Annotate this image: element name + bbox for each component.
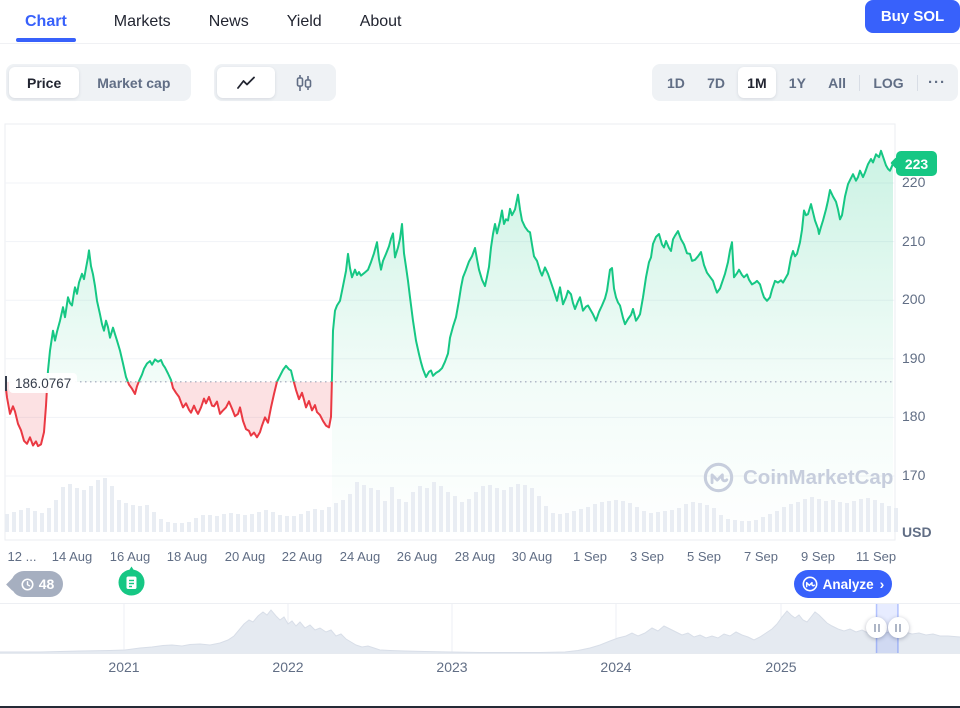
navigator-year-label: 2022	[272, 659, 304, 675]
y-axis-label: 180	[902, 408, 926, 425]
timeframe-1d[interactable]: 1D	[667, 74, 685, 91]
navigator-right-handle[interactable]	[887, 617, 909, 638]
tab-about[interactable]: About	[359, 12, 402, 30]
analyze-button[interactable]: Analyze ›	[794, 570, 892, 598]
section-tabs: Chart Markets News Yield About	[0, 0, 960, 44]
timeframe-selector: 1D 7D 1M 1Y All LOG ···	[652, 64, 958, 101]
x-axis-label: 14 Aug	[51, 549, 93, 564]
x-axis-label: 22 Aug	[281, 549, 323, 564]
x-axis-label: 16 Aug	[109, 549, 151, 564]
x-axis-label: 20 Aug	[224, 549, 266, 564]
divider	[859, 74, 861, 91]
tab-markets[interactable]: Markets	[113, 12, 171, 30]
x-axis-label: 11 Sep	[855, 549, 897, 564]
navigator-year-label: 2023	[436, 659, 468, 675]
current-price-badge: 223	[896, 151, 937, 176]
x-axis-label: 28 Aug	[454, 549, 496, 564]
navigator-year-label: 2024	[600, 659, 632, 675]
y-axis-unit: USD	[902, 524, 932, 540]
metric-marketcap-option[interactable]: Market cap	[97, 74, 171, 91]
candlestick-type-option[interactable]	[275, 67, 333, 98]
timeframe-1m[interactable]: 1M	[738, 67, 776, 98]
history-clock-icon	[21, 577, 34, 591]
x-axis-label: 7 Sep	[744, 549, 778, 564]
timeframe-all[interactable]: All	[828, 74, 846, 91]
chart-type-toggle	[214, 64, 336, 101]
baseline-tick	[5, 376, 7, 391]
baseline-price-label: 186.0767	[9, 373, 78, 393]
x-axis-label: 1 Sep	[573, 549, 607, 564]
navigator-year-label: 2021	[108, 659, 140, 675]
timeframe-7d[interactable]: 7D	[707, 74, 725, 91]
chevron-right-icon: ›	[879, 576, 885, 592]
tab-chart[interactable]: Chart	[16, 12, 76, 42]
line-chart-icon	[237, 76, 255, 89]
more-options-icon[interactable]: ···	[928, 74, 946, 91]
y-axis-label: 170	[902, 467, 926, 483]
x-axis-label: 3 Sep	[630, 549, 664, 564]
timeframe-1y[interactable]: 1Y	[788, 74, 806, 91]
x-axis-label: 26 Aug	[396, 549, 438, 564]
x-axis-label: 18 Aug	[166, 549, 208, 564]
x-axis-label: 24 Aug	[339, 549, 381, 564]
log-scale-toggle[interactable]: LOG	[873, 74, 904, 91]
tab-news[interactable]: News	[208, 12, 249, 30]
x-axis-label: 12 ...	[7, 549, 37, 564]
y-axis-label: 210	[902, 232, 926, 249]
x-axis-label: 5 Sep	[687, 549, 721, 564]
history-count-value: 48	[38, 576, 55, 592]
watermark-text: CoinMarketCap	[743, 465, 894, 489]
divider	[916, 74, 918, 91]
x-axis-label: 9 Sep	[801, 549, 835, 564]
navigator-left-handle[interactable]	[866, 617, 887, 638]
metric-toggle: Price Market cap	[6, 64, 192, 101]
coinmarketcap-watermark: CoinMarketCap	[703, 462, 893, 493]
candlestick-icon	[296, 74, 312, 91]
coinmarketcap-logo-icon	[703, 462, 734, 493]
history-count-badge[interactable]: 48	[11, 571, 63, 597]
analyze-label: Analyze	[822, 576, 874, 592]
line-chart-type-option[interactable]	[217, 67, 275, 98]
navigator-year-label: 2025	[765, 659, 797, 675]
x-axis-label: 30 Aug	[511, 549, 553, 564]
news-event-marker[interactable]	[117, 566, 146, 596]
section-divider	[0, 706, 960, 708]
analyze-logo-icon	[802, 576, 818, 592]
tab-yield[interactable]: Yield	[286, 12, 322, 30]
metric-price-option[interactable]: Price	[9, 67, 80, 98]
news-document-icon	[118, 566, 145, 596]
y-axis-label: 190	[902, 349, 926, 366]
buy-sol-button[interactable]: Buy SOL	[865, 0, 960, 33]
y-axis-label: 200	[902, 291, 926, 308]
y-axis-label: 220	[902, 174, 926, 190]
